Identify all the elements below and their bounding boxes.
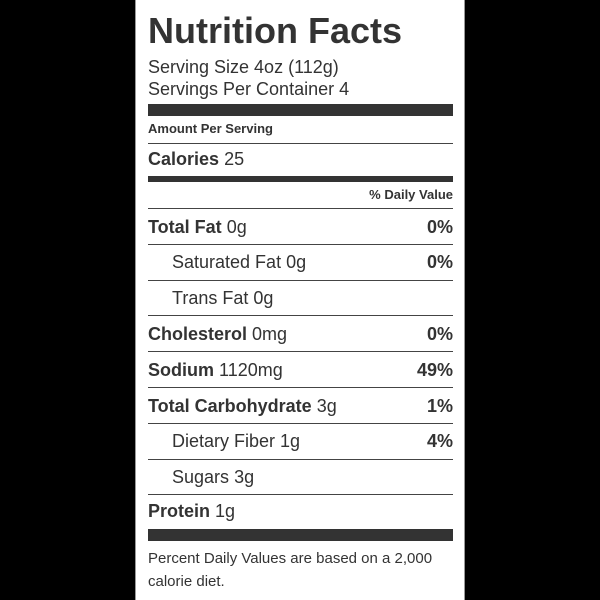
nutrient-name: Saturated Fat (172, 252, 282, 273)
nutrient-amount: 3g (234, 467, 255, 488)
nutrient-name: Sodium (148, 359, 214, 380)
nutrient-amount: 1g (215, 501, 236, 522)
nutrient-row: Sugars 3g (148, 458, 453, 496)
thick-divider (148, 104, 453, 116)
daily-value: 4% (426, 431, 453, 452)
nutrient-amount: 1120mg (219, 359, 283, 380)
daily-value: 0% (426, 323, 453, 344)
nutrient-name: Protein (148, 501, 211, 522)
nutrient-amount: 1g (280, 431, 301, 452)
calories-value: 25 (224, 149, 245, 169)
nutrient-name: Dietary Fiber (172, 431, 276, 452)
nutrient-amount: 3g (316, 395, 337, 416)
nutrient-row: Total Fat 0g 0% (148, 208, 453, 245)
thick-divider (148, 529, 453, 541)
nutrient-amount: 0mg (252, 323, 288, 344)
nutrient: Dietary Fiber 1g (148, 431, 300, 452)
nutrient-row: Trans Fat 0g (148, 279, 453, 317)
nutrient-name: Total Fat (148, 216, 222, 237)
nutrient: Trans Fat 0g (148, 288, 273, 309)
nutrient: Total Carbohydrate 3g (148, 396, 337, 417)
footnote: Percent Daily Values are based on a 2,00… (148, 550, 433, 590)
nutrient-amount: 0g (286, 252, 307, 273)
nutrient-row: Total Carbohydrate 3g 1% (148, 387, 453, 424)
daily-value: 1% (426, 395, 453, 416)
servings-per-container: Servings Per Container 4 (148, 79, 350, 99)
nutrient-amount: 0g (226, 216, 247, 237)
nutrient-name: Cholesterol (148, 323, 248, 344)
divider (148, 143, 453, 144)
nutrient: Protein 1g (148, 501, 235, 522)
daily-value: 49% (416, 359, 453, 380)
title: Nutrition Facts (148, 10, 403, 51)
amount-per-serving: Amount Per Serving (148, 121, 273, 136)
nutrient: Saturated Fat 0g (148, 252, 306, 273)
calories: Calories 25 (148, 149, 453, 170)
nutrient-row: Sodium 1120mg 49% (148, 351, 453, 388)
daily-value-header: % Daily Value (369, 187, 453, 202)
nutrient-row: Protein 1g (148, 494, 453, 528)
serving-size: Serving Size 4oz (112g) (148, 57, 339, 77)
nutrient-name: Total Carbohydrate (148, 395, 312, 416)
nutrient-row: Saturated Fat 0g 0% (148, 243, 453, 281)
nutrient-amount: 0g (253, 288, 274, 309)
nutrient: Cholesterol 0mg (148, 324, 287, 345)
nutrient: Total Fat 0g (148, 217, 247, 238)
nutrient: Sodium 1120mg (148, 360, 283, 381)
nutrient-name: Trans Fat (172, 288, 249, 309)
nutrition-label: Nutrition Facts Serving Size 4oz (112g) … (135, 0, 465, 600)
nutrient-name: Sugars (172, 467, 230, 488)
nutrient: Sugars 3g (148, 467, 254, 488)
medium-divider (148, 176, 453, 182)
daily-value: 0% (426, 252, 453, 273)
nutrient-row: Dietary Fiber 1g 4% (148, 422, 453, 460)
daily-value: 0% (426, 216, 453, 237)
calories-label: Calories (148, 149, 220, 169)
nutrient-row: Cholesterol 0mg 0% (148, 315, 453, 352)
